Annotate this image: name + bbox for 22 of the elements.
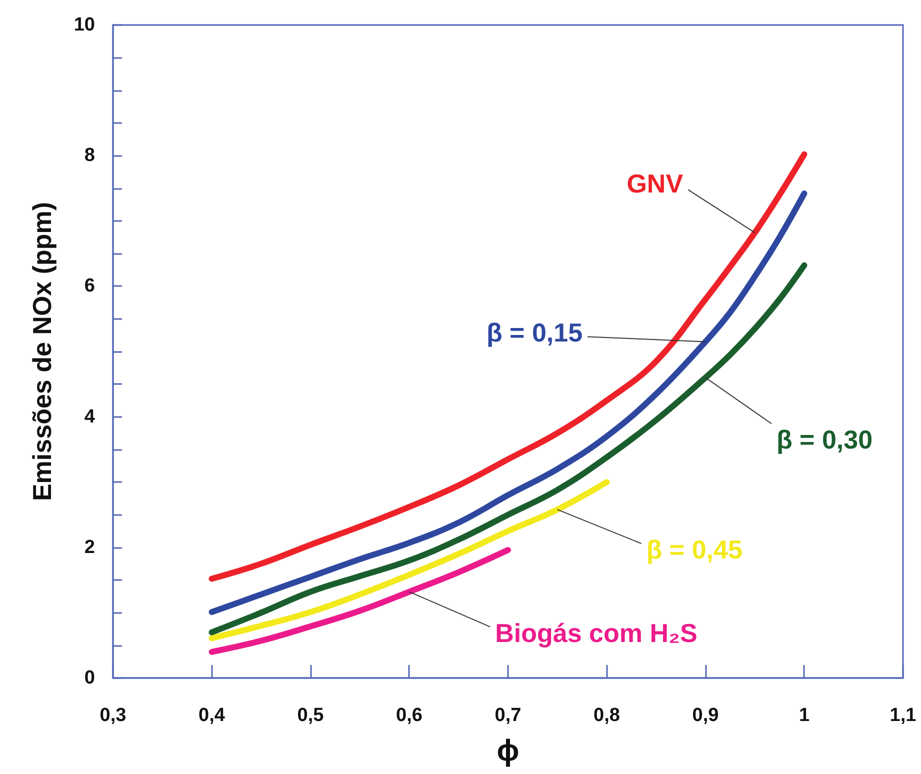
y-axis-title: Emissões de NOx (ppm): [27, 202, 57, 502]
x-tick-label: 0,3: [100, 705, 126, 726]
y-tick-label: 4: [84, 406, 96, 428]
x-tick-label: 0,6: [396, 705, 422, 726]
y-tick-label: 6: [84, 276, 95, 297]
x-tick-label: 0,9: [692, 705, 719, 726]
x-tick-label: 0,8: [594, 705, 620, 726]
y-tick-label: 8: [84, 145, 95, 166]
x-tick-label: 1: [798, 705, 810, 726]
x-tick-label: 0,7: [494, 705, 522, 726]
x-tick-label: 0,4: [198, 705, 226, 726]
text: β = 0,15: [486, 318, 583, 348]
text: β = 0,30: [776, 424, 873, 455]
x-tick-label: 0,5: [297, 705, 324, 726]
text: GNV: [626, 168, 684, 199]
text: β = 0,45: [646, 534, 742, 565]
y-tick-label: 0: [84, 668, 95, 688]
x-tick-label: 1,1: [890, 705, 917, 726]
y-tick-label: 10: [74, 14, 95, 36]
x-axis-title: ϕ: [496, 734, 520, 768]
y-tick-label: 2: [84, 536, 95, 558]
text: Biogás com H₂S: [495, 618, 698, 648]
